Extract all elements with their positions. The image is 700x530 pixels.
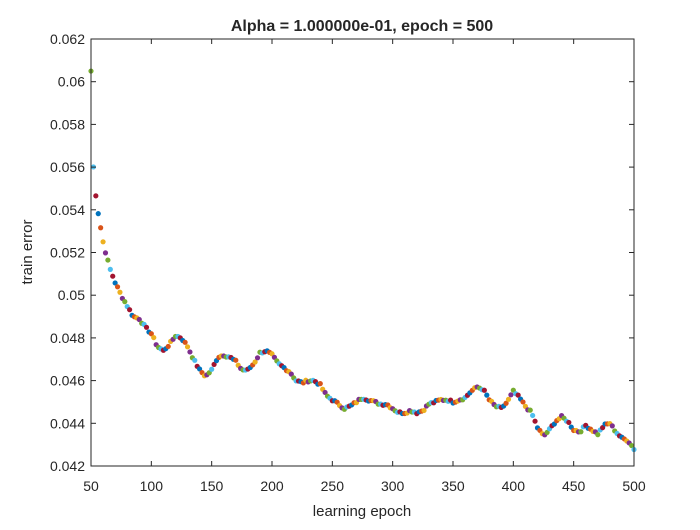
data-point xyxy=(527,407,533,413)
y-tick-label: 0.06 xyxy=(58,74,85,90)
y-tick-label: 0.054 xyxy=(50,202,85,218)
data-point xyxy=(192,357,198,363)
x-tick-label: 200 xyxy=(260,478,284,494)
data-point xyxy=(322,389,328,396)
data-point xyxy=(600,425,606,431)
data-point xyxy=(211,361,217,368)
x-tick-label: 500 xyxy=(622,478,646,494)
y-tick-label: 0.044 xyxy=(50,415,85,431)
data-point xyxy=(252,359,258,365)
data-point xyxy=(143,324,150,330)
data-point xyxy=(233,357,239,363)
data-point xyxy=(184,344,191,350)
data-point xyxy=(114,284,121,290)
data-point xyxy=(578,429,584,435)
data-point xyxy=(609,423,615,429)
data-point xyxy=(148,331,154,337)
y-tick-label: 0.058 xyxy=(50,116,85,132)
data-point xyxy=(566,419,572,426)
data-point xyxy=(508,392,514,398)
x-tick-label: 250 xyxy=(321,478,345,494)
y-tick-label: 0.048 xyxy=(50,330,85,346)
x-tick-label: 50 xyxy=(83,478,99,494)
data-point xyxy=(127,307,133,313)
data-point xyxy=(484,392,490,398)
y-tick-label: 0.052 xyxy=(50,245,85,261)
data-point xyxy=(102,250,109,256)
data-point xyxy=(209,366,215,372)
y-tick-label: 0.042 xyxy=(50,458,85,474)
chart-title: Alpha = 1.000000e-01, epoch = 500 xyxy=(231,18,493,35)
data-point xyxy=(421,407,427,414)
data-point xyxy=(105,257,111,263)
data-point xyxy=(532,418,538,424)
plot-area-frame xyxy=(90,38,635,467)
y-axis: 0.042 0.044 0.046 0.048 0.05 0.052 0.054 0.056 0… xyxy=(50,31,634,474)
data-point xyxy=(288,371,294,377)
data-point xyxy=(515,392,521,398)
x-tick-label: 450 xyxy=(562,478,586,494)
data-points xyxy=(88,68,637,453)
data-point xyxy=(182,339,188,345)
data-point xyxy=(107,266,113,272)
y-tick-label: 0.056 xyxy=(50,159,85,175)
x-axis: 50 100 150 200 250 300 350 400 450 500 xyxy=(83,39,646,494)
data-point xyxy=(117,289,123,295)
y-tick-label: 0.05 xyxy=(58,287,85,303)
data-point xyxy=(187,349,193,355)
y-tick-label: 0.046 xyxy=(50,373,85,389)
data-point xyxy=(254,355,261,361)
data-point xyxy=(520,399,526,405)
data-point xyxy=(503,400,509,406)
data-point xyxy=(544,429,550,436)
data-point xyxy=(151,334,157,341)
data-point xyxy=(136,316,142,323)
x-tick-label: 150 xyxy=(200,478,224,494)
data-point xyxy=(100,239,106,245)
data-point xyxy=(112,280,118,286)
data-point xyxy=(98,225,104,231)
x-tick-label: 100 xyxy=(140,478,164,494)
y-axis-label: train error xyxy=(19,219,36,284)
data-point xyxy=(317,381,323,387)
x-tick-label: 400 xyxy=(502,478,526,494)
data-point xyxy=(95,211,101,217)
data-point xyxy=(122,299,128,305)
data-point xyxy=(110,273,116,279)
data-point xyxy=(595,432,601,438)
data-point xyxy=(530,412,536,419)
data-point xyxy=(165,343,171,350)
data-point xyxy=(628,442,635,449)
x-axis-label: learning epoch xyxy=(313,503,411,520)
data-point xyxy=(93,193,99,199)
data-point xyxy=(481,387,487,393)
x-tick-label: 300 xyxy=(381,478,405,494)
y-tick-label: 0.062 xyxy=(50,31,85,47)
data-point xyxy=(505,396,512,402)
x-tick-label: 350 xyxy=(441,478,465,494)
